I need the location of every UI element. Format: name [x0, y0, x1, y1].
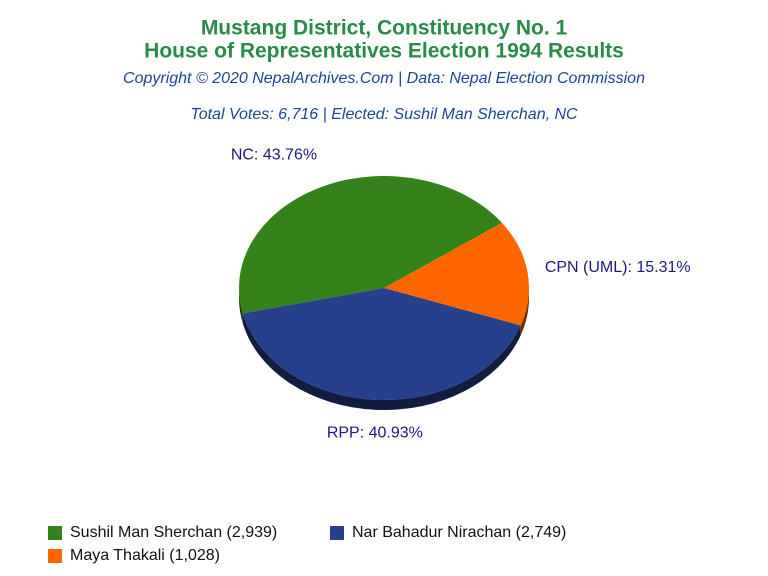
- pie-slice: [384, 222, 529, 326]
- chart-title: Mustang District, Constituency No. 1: [201, 17, 568, 40]
- legend-label: Nar Bahadur Nirachan (2,749): [352, 524, 566, 541]
- pie-slice: [238, 175, 502, 314]
- legend-swatch: [48, 526, 62, 540]
- pie-slice: [242, 288, 521, 401]
- slice-label: NC: 43.76%: [231, 147, 317, 164]
- chart-title: House of Representatives Election 1994 R…: [144, 40, 624, 63]
- chart-subtitle: Copyright © 2020 NepalArchives.Com | Dat…: [123, 70, 645, 87]
- slice-side: [520, 288, 529, 336]
- slice-side: [239, 288, 243, 324]
- annotation: Total Votes: 6,716 | Elected: Sushil Man…: [190, 106, 578, 123]
- legend-swatch: [48, 549, 62, 563]
- legend-swatch: [330, 526, 344, 540]
- slice-label: CPN (UML): 15.31%: [545, 259, 691, 276]
- slice-side: [242, 313, 521, 411]
- legend-label: Maya Thakali (1,028): [70, 547, 220, 564]
- slice-label: RPP: 40.93%: [327, 425, 423, 442]
- legend-label: Sushil Man Sherchan (2,939): [70, 524, 277, 541]
